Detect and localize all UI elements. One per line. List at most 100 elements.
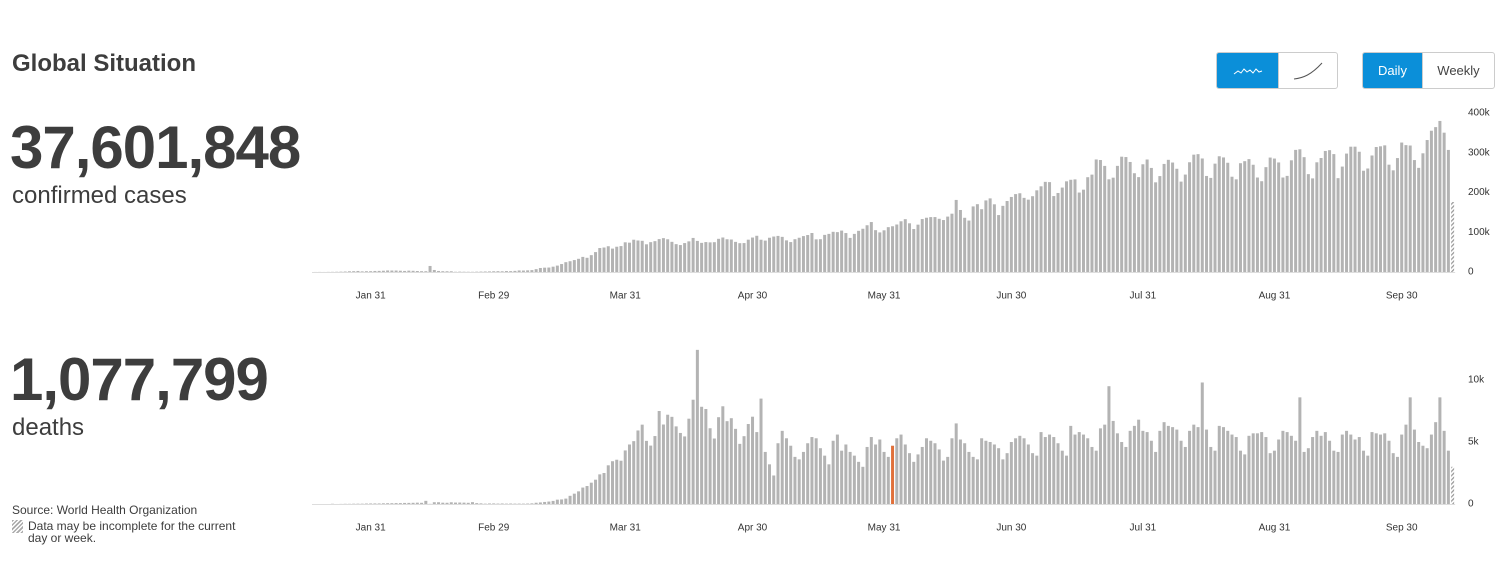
bar [1209, 177, 1213, 272]
x-tick-label: Jun 30 [996, 291, 1026, 302]
bar [666, 414, 670, 504]
bar [861, 466, 865, 504]
bar [1315, 162, 1319, 272]
bar [763, 451, 767, 504]
weekly-button[interactable]: Weekly [1422, 53, 1494, 88]
daily-button[interactable]: Daily [1363, 53, 1422, 88]
bar [1111, 420, 1115, 504]
bar [1442, 132, 1446, 272]
bar [1451, 202, 1455, 272]
bar [1238, 450, 1242, 504]
bar [1056, 192, 1060, 272]
bar [801, 236, 805, 272]
bar [865, 446, 869, 504]
bar [840, 450, 844, 504]
bar [831, 231, 835, 272]
bar [1094, 450, 1098, 504]
bar [831, 440, 835, 504]
bar [594, 252, 598, 272]
bar [1031, 196, 1035, 272]
bar [908, 223, 912, 272]
bar [924, 217, 928, 272]
bar [1306, 174, 1310, 272]
bar [1251, 433, 1255, 504]
bar [772, 236, 776, 272]
bar [568, 261, 572, 272]
bar [678, 245, 682, 272]
bar [1200, 158, 1204, 272]
bar [835, 232, 839, 272]
bar [755, 432, 759, 504]
bar [1026, 199, 1030, 272]
bar [398, 503, 402, 504]
bar [1260, 181, 1264, 272]
bar [1264, 167, 1268, 272]
bar [704, 409, 708, 504]
bar [941, 460, 945, 504]
bar [661, 238, 665, 272]
bar [1434, 127, 1438, 272]
bar [1001, 205, 1005, 272]
bar [403, 270, 407, 272]
bar [1264, 437, 1268, 504]
bar [984, 200, 988, 272]
bar [844, 233, 848, 272]
bar [768, 237, 772, 272]
bar [1069, 179, 1073, 272]
cumulative-curve-button[interactable] [1278, 53, 1337, 88]
bar [1349, 434, 1353, 504]
bar [407, 270, 411, 272]
bar [1332, 154, 1336, 272]
bar [1345, 430, 1349, 504]
bar [1362, 450, 1366, 504]
bar [708, 428, 712, 504]
bar [1222, 427, 1226, 504]
bar [967, 451, 971, 504]
bar [1183, 174, 1187, 272]
bar [1387, 440, 1391, 504]
bar [729, 418, 733, 504]
daily-curve-button[interactable] [1217, 53, 1278, 88]
bar [929, 217, 933, 272]
bar [818, 239, 822, 272]
stat-value: 37,601,848 [10, 114, 301, 181]
bar [852, 455, 856, 504]
bar [1115, 165, 1119, 272]
bar [678, 432, 682, 504]
bar [814, 239, 818, 272]
y-tick-label: 5k [1468, 437, 1480, 448]
bar [653, 436, 657, 504]
bar [1217, 425, 1221, 504]
bar [954, 423, 958, 504]
bar [415, 271, 419, 272]
bar [988, 198, 992, 272]
bar [751, 237, 755, 272]
bar [687, 241, 691, 272]
bar [1124, 446, 1128, 504]
bar [912, 229, 916, 272]
bar [475, 503, 479, 504]
bar [640, 424, 644, 504]
icon [1233, 67, 1262, 74]
bar [543, 267, 547, 272]
bar [797, 459, 801, 504]
bar [1086, 438, 1090, 504]
bar [984, 440, 988, 504]
bar [585, 257, 589, 272]
bar [577, 491, 581, 504]
bar [564, 262, 568, 272]
bar [700, 406, 704, 504]
bar [1022, 197, 1026, 272]
bar [1060, 187, 1064, 272]
x-tick-label: Feb 29 [478, 291, 510, 302]
bar [1158, 176, 1162, 272]
bar [1417, 442, 1421, 504]
bar [1289, 160, 1293, 272]
bar [649, 242, 653, 272]
bar [891, 226, 895, 272]
bar [1090, 174, 1094, 272]
bar [398, 270, 402, 272]
bar [797, 237, 801, 272]
bar [445, 271, 449, 272]
bar [1205, 429, 1209, 504]
